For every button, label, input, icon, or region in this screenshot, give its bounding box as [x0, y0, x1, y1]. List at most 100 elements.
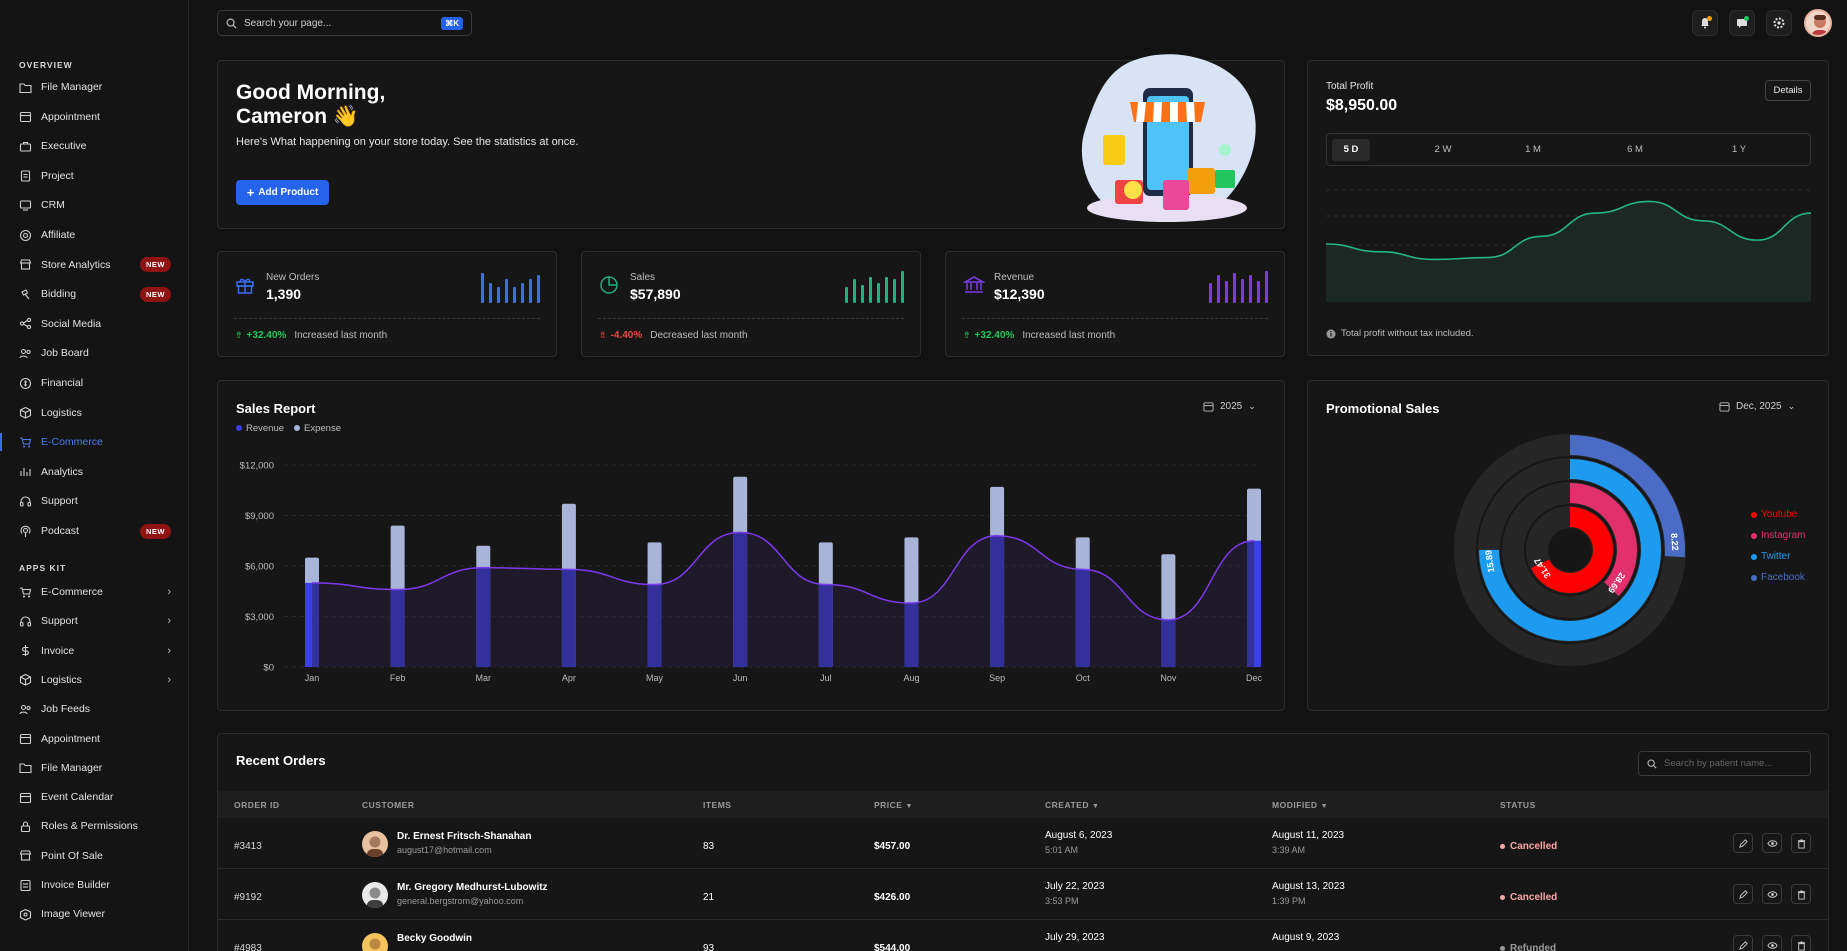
- eye-icon: [1766, 889, 1778, 900]
- sidebar-item-label: Store Analytics: [41, 258, 111, 271]
- view-button[interactable]: [1762, 935, 1782, 951]
- column-header-created[interactable]: CREATED ▼: [1045, 800, 1099, 810]
- sidebar-item-bidding[interactable]: Bidding NEW: [19, 284, 171, 304]
- legend-facebook: Facebook: [1751, 572, 1805, 583]
- sidebar-item-label: Image Viewer: [41, 908, 106, 921]
- delete-button[interactable]: [1791, 884, 1811, 904]
- network-icon: [19, 229, 41, 242]
- profit-range-tabs: [1326, 133, 1811, 166]
- legend-instagram: Instagram: [1751, 530, 1805, 541]
- column-header-price[interactable]: PRICE ▼: [874, 800, 913, 810]
- sidebar-item-logistics[interactable]: Logistics ›: [19, 670, 171, 690]
- shopping-illustration: [1081, 54, 1256, 222]
- sidebar-item-invoice-builder[interactable]: Invoice Builder: [19, 875, 171, 895]
- store-icon: [19, 258, 41, 271]
- profit-tab-1y[interactable]: 1 Y: [1731, 144, 1747, 155]
- chevron-right-icon: ›: [167, 673, 171, 686]
- sidebar-item-job-board[interactable]: Job Board: [19, 343, 171, 363]
- sidebar-item-roles-permissions[interactable]: Roles & Permissions: [19, 816, 171, 836]
- spark-bar: [853, 279, 856, 303]
- edit-button[interactable]: [1733, 884, 1753, 904]
- new-badge: NEW: [140, 523, 171, 539]
- notifications-button[interactable]: [1692, 10, 1718, 36]
- profit-tab-6m[interactable]: 6 M: [1627, 144, 1643, 155]
- edit-button[interactable]: [1733, 833, 1753, 853]
- settings-button[interactable]: [1766, 10, 1792, 36]
- sidebar-item-store-analytics[interactable]: Store Analytics NEW: [19, 255, 171, 275]
- view-button[interactable]: [1762, 833, 1782, 853]
- profit-tab-1m[interactable]: 1 M: [1525, 144, 1541, 155]
- column-header-status: STATUS: [1500, 800, 1536, 810]
- screen-icon: [19, 199, 41, 212]
- sidebar-item-e-commerce[interactable]: E-Commerce ›: [19, 582, 171, 602]
- view-button[interactable]: [1762, 884, 1782, 904]
- sidebar-item-point-of-sale[interactable]: Point Of Sale: [19, 846, 171, 866]
- sidebar-item-support[interactable]: Support ›: [19, 611, 171, 631]
- sidebar-item-e-commerce[interactable]: E-Commerce: [0, 432, 171, 452]
- sidebar-item-logistics[interactable]: Logistics: [19, 403, 171, 423]
- add-product-button[interactable]: + Add Product: [236, 180, 329, 205]
- search-bar[interactable]: Search your page... ⌘K: [217, 10, 472, 36]
- sidebar-item-file-manager[interactable]: File Manager: [19, 77, 171, 97]
- sidebar-item-label: Support: [41, 495, 78, 508]
- sidebar-item-social-media[interactable]: Social Media: [19, 314, 171, 334]
- store-icon: [19, 849, 41, 862]
- sidebar-item-invoice[interactable]: Invoice ›: [19, 641, 171, 661]
- profit-tab-2w[interactable]: 2 W: [1434, 144, 1452, 155]
- sidebar-item-executive[interactable]: Executive: [19, 136, 171, 156]
- stat-card-revenue: [945, 251, 1285, 357]
- delete-button[interactable]: [1791, 935, 1811, 951]
- modified-date: August 13, 2023: [1272, 881, 1345, 892]
- pencil-icon: [1738, 889, 1749, 900]
- sidebar-item-label: Social Media: [41, 317, 102, 330]
- stat-value: $57,890: [630, 286, 681, 302]
- column-header-label: MODIFIED: [1272, 800, 1318, 810]
- sidebar-item-image-viewer[interactable]: Image Viewer: [19, 904, 171, 924]
- spark-bar: [489, 283, 492, 303]
- sidebar-item-label: File Manager: [41, 81, 103, 93]
- sidebar-item-event-calendar[interactable]: Event Calendar: [19, 787, 171, 807]
- details-button[interactable]: Details: [1765, 80, 1811, 101]
- sidebar-item-label: Analytics: [41, 465, 84, 478]
- user-avatar[interactable]: [1804, 9, 1832, 37]
- legend-youtube: Youtube: [1751, 509, 1805, 520]
- table-row[interactable]: [218, 818, 1828, 869]
- status-dot: [1500, 844, 1505, 849]
- column-header-items: ITEMS: [703, 800, 731, 810]
- profit-tab-5d[interactable]: 5 D: [1332, 139, 1370, 161]
- dollar-icon: [19, 644, 41, 657]
- modified-date: August 9, 2023: [1272, 932, 1340, 943]
- calendar-icon: [1203, 402, 1214, 412]
- sidebar-item-appointment[interactable]: Appointment: [19, 729, 171, 749]
- sidebar-item-financial[interactable]: Financial: [19, 373, 171, 393]
- calendar-icon: [19, 791, 41, 804]
- profit-note-text: Total profit without tax included.: [1341, 328, 1474, 339]
- plus-icon: +: [246, 184, 255, 200]
- spark-bar: [521, 283, 524, 303]
- stat-sparkbars: [481, 271, 540, 303]
- spark-bar: [497, 287, 500, 303]
- column-header-modified[interactable]: MODIFIED ▼: [1272, 800, 1328, 810]
- search-icon: [226, 18, 237, 29]
- chart-icon: [19, 465, 41, 478]
- sidebar-item-support[interactable]: Support: [19, 491, 171, 511]
- sales-report-title: Sales Report: [236, 401, 316, 416]
- edit-button[interactable]: [1733, 935, 1753, 951]
- orders-search-input[interactable]: Search by patient name...: [1638, 751, 1811, 776]
- sidebar-item-analytics[interactable]: Analytics: [19, 462, 171, 482]
- promo-date-selector[interactable]: Dec, 2025 ⌄: [1719, 401, 1795, 412]
- customer-email: august17@hotmail.com: [397, 845, 492, 855]
- sidebar-item-file-manager[interactable]: File Manager: [19, 758, 171, 778]
- sidebar-item-job-feeds[interactable]: Job Feeds: [19, 699, 171, 719]
- table-row[interactable]: [218, 869, 1828, 920]
- messages-button[interactable]: [1729, 10, 1755, 36]
- sidebar-item-affiliate[interactable]: Affiliate: [19, 225, 171, 245]
- sidebar-item-crm[interactable]: CRM: [19, 195, 171, 215]
- sidebar-item-podcast[interactable]: Podcast NEW: [19, 521, 171, 541]
- sidebar-item-appointment[interactable]: Appointment: [19, 107, 171, 127]
- delete-button[interactable]: [1791, 833, 1811, 853]
- status-badge: Refunded: [1500, 943, 1556, 951]
- sidebar-item-project[interactable]: Project: [19, 166, 171, 186]
- year-selector[interactable]: 2025 ⌄: [1203, 401, 1256, 412]
